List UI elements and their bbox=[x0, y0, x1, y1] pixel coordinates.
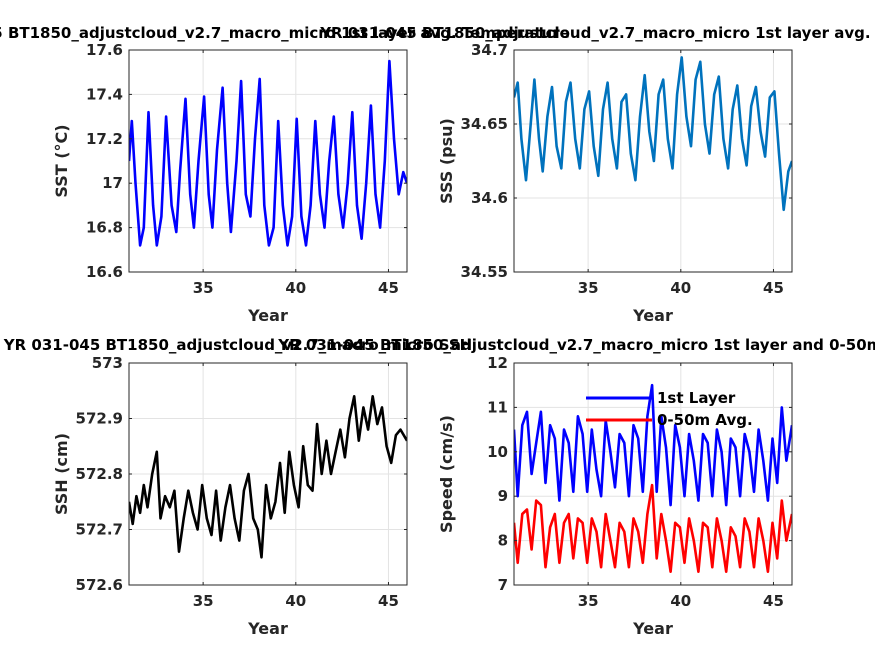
speed-series-1 bbox=[514, 483, 792, 573]
sst-series-0 bbox=[129, 59, 407, 247]
speed-xlabel: Year bbox=[632, 619, 673, 638]
sst-ytick-label-4: 17.4 bbox=[86, 85, 123, 103]
sst-ylabel: SST (°C) bbox=[52, 124, 71, 197]
speed-ytick-label-0: 7 bbox=[498, 576, 508, 594]
sst-chart: 35 40 45 16.6 16.8 17 17.2 17.4 17.6 Year SST (°C)… bbox=[0, 24, 570, 325]
ssh-xtick-label-1: 40 bbox=[285, 592, 306, 610]
speed-ytick-label-5: 12 bbox=[487, 354, 508, 372]
speed-ylabel: Speed (cm/s) bbox=[437, 415, 456, 533]
sst-title: YR 031-045 BT1850_adjustcloud_v2.7_macro… bbox=[0, 24, 570, 42]
sss-ytick-label-1: 34.6 bbox=[471, 189, 508, 207]
sst-ytick-label-3: 17.2 bbox=[86, 130, 123, 148]
sss-series-0 bbox=[514, 56, 792, 212]
ssh-series-0 bbox=[129, 395, 407, 559]
ssh-ylabel: SSH (cm) bbox=[52, 433, 71, 515]
speed-legend: 1st Layer 0-50m Avg. bbox=[586, 389, 753, 429]
speed-frame bbox=[513, 362, 793, 586]
speed-xtick-label-2: 45 bbox=[763, 592, 784, 610]
speed-legend-label-1: 0-50m Avg. bbox=[657, 411, 753, 429]
sss-title: YR 031-045 BT1850_adjustcloud_v2.7_macro… bbox=[319, 24, 875, 42]
sss-frame bbox=[513, 49, 793, 273]
sst-xlabel: Year bbox=[247, 306, 288, 325]
ssh-title: YR 031-045 BT1850_adjustcloud_v2.7_macro… bbox=[3, 336, 472, 354]
ssh-ytick-label-3: 572.9 bbox=[76, 410, 123, 428]
speed-ytick-label-3: 10 bbox=[487, 443, 508, 461]
sss-xtick-label-0: 35 bbox=[578, 279, 599, 297]
sss-xtick-label-2: 45 bbox=[763, 279, 784, 297]
sss-chart: 35 40 45 34.55 34.6 34.65 34.7 Year SSS (psu) YR … bbox=[319, 24, 875, 325]
ssh-xlabel: Year bbox=[247, 619, 288, 638]
speed-xtick-label-0: 35 bbox=[578, 592, 599, 610]
speed-chart: 35 40 45 7 8 9 10 11 12 Year Speed (cm/s) YR 031-04… bbox=[277, 336, 875, 638]
sss-ytick-label-2: 34.65 bbox=[461, 115, 508, 133]
speed-series-0 bbox=[514, 383, 792, 507]
ssh-xtick-label-0: 35 bbox=[193, 592, 214, 610]
speed-title: YR 031-045 BT1850_adjustcloud_v2.7_macro… bbox=[277, 336, 875, 354]
speed-ytick-label-2: 9 bbox=[498, 487, 508, 505]
sss-ytick-label-0: 34.55 bbox=[461, 263, 508, 281]
ssh-ytick-label-2: 572.8 bbox=[76, 465, 123, 483]
ssh-ytick-label-4: 573 bbox=[92, 354, 123, 372]
speed-xtick-label-1: 40 bbox=[670, 592, 691, 610]
ssh-ytick-label-1: 572.7 bbox=[76, 521, 123, 539]
sss-ylabel: SSS (psu) bbox=[437, 118, 456, 204]
sst-ytick-label-1: 16.8 bbox=[86, 219, 123, 237]
sss-xtick-label-1: 40 bbox=[670, 279, 691, 297]
sst-ytick-label-2: 17 bbox=[102, 174, 123, 192]
sss-xlabel: Year bbox=[632, 306, 673, 325]
sst-ytick-label-0: 16.6 bbox=[86, 263, 123, 281]
speed-ytick-label-4: 11 bbox=[487, 398, 508, 416]
sst-frame bbox=[128, 49, 408, 273]
ssh-chart: 35 40 45 572.6 572.7 572.8 572.9 573 Year SSH (cm… bbox=[3, 336, 472, 638]
sss-ytick-label-3: 34.7 bbox=[471, 41, 508, 59]
sst-xtick-label-1: 40 bbox=[285, 279, 306, 297]
ssh-xtick-label-2: 45 bbox=[378, 592, 399, 610]
ssh-ytick-label-0: 572.6 bbox=[76, 576, 123, 594]
speed-legend-label-0: 1st Layer bbox=[657, 389, 736, 407]
speed-ytick-label-1: 8 bbox=[498, 532, 508, 550]
sst-ytick-label-5: 17.6 bbox=[86, 41, 123, 59]
sst-xtick-label-0: 35 bbox=[193, 279, 214, 297]
sst-xtick-label-2: 45 bbox=[378, 279, 399, 297]
